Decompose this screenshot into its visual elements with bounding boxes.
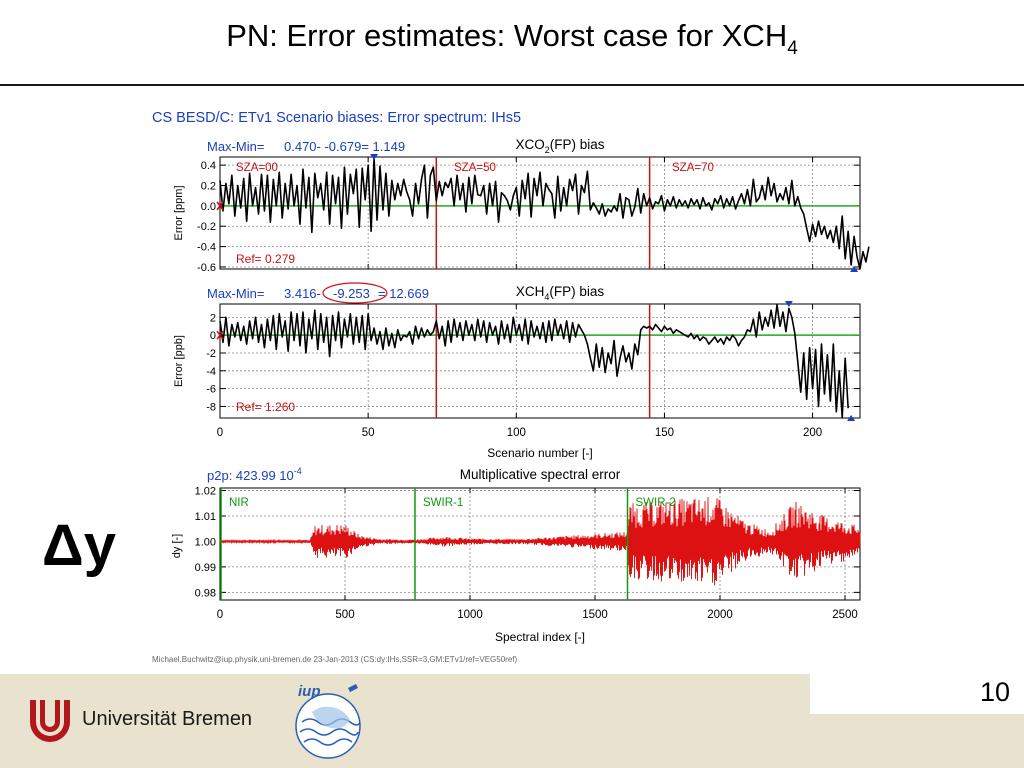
xco2-plot-frame: [219, 156, 861, 270]
xch4-extreme-markers: [216, 301, 856, 421]
xch4-ytick-label: -4: [206, 366, 216, 378]
xch4-maxmin-a: 3.416-: [284, 286, 321, 301]
xco2-ref-label: Ref= 0.279: [236, 252, 295, 266]
spectral-ytick-label: 1.01: [195, 511, 216, 523]
figure-header: CS BESD/C: ETv1 Scenario biases: Error s…: [152, 110, 521, 126]
spectral-xtick-label: 0: [217, 609, 223, 621]
xco2-maxmin-label: Max-Min=: [207, 139, 264, 154]
iup-logo-text: iup: [298, 683, 321, 700]
xco2-sza-label-1: SZA=00: [236, 162, 278, 174]
xch4-ytick-label: 2: [210, 312, 216, 324]
xch4-xtick-label: 100: [507, 427, 526, 439]
panel-xch4: Max-Min= 3.416- -9.253 = 12.669 XCH4(FP)…: [173, 282, 861, 460]
xco2-ytick-label: 0.0: [201, 201, 216, 213]
spectral-xtick-label: 2500: [832, 609, 858, 621]
spectral-xlabel: Spectral index [-]: [495, 630, 585, 644]
spectral-xtick-label: 1500: [582, 609, 608, 621]
xch4-xticks: 0 50 100 150 200: [217, 427, 822, 439]
xch4-min-highlight-ellipse: [322, 282, 388, 304]
xco2-min-marker: [850, 266, 859, 272]
xco2-left-marker: [216, 201, 224, 211]
xch4-title: XCH4(FP) bias: [516, 284, 605, 302]
spectral-ytick-label: 1.00: [195, 536, 216, 548]
spectral-xticks: 0 500 1000 1500 2000 2500: [217, 609, 858, 621]
xch4-ytick-label: 0: [210, 330, 216, 342]
xch4-xlabel: Scenario number [-]: [487, 446, 592, 460]
spectral-region-label: NIR: [229, 497, 249, 509]
xch4-plot-frame: [219, 303, 861, 419]
xch4-region-dividers: [435, 304, 651, 418]
xch4-yticks: -8 -6 -4 -2 0 2: [206, 312, 216, 413]
spectral-yticks: 0.98 0.99 1.00 1.01 1.02: [195, 486, 216, 600]
p2p-label: p2p: 423.99 10-4: [207, 466, 302, 483]
xch4-xtick-label: 50: [362, 427, 375, 439]
xch4-max-marker: [784, 301, 793, 307]
spectral-ylabel: dy [-]: [171, 534, 183, 558]
figure: CS BESD/C: ETv1 Scenario biases: Error s…: [152, 110, 870, 664]
spectral-ytick-label: 0.98: [195, 587, 216, 599]
university-logo-icon: [30, 700, 70, 742]
xch4-ylabel: Error [ppb]: [173, 335, 185, 387]
xco2-maxmin-values: 0.470- -0.679= 1.149: [284, 139, 405, 154]
xco2-extreme-markers: [216, 154, 859, 272]
xco2-title: XCO2(FP) bias: [515, 137, 604, 155]
slide-title: PN: Error estimates: Worst case for XCH4: [226, 18, 798, 59]
xco2-ytick-label: 0.2: [201, 181, 216, 193]
xco2-series-line: [219, 157, 870, 270]
xco2-sza-label-2: SZA=50: [454, 162, 496, 174]
xch4-maxmin-b: -9.253: [333, 286, 370, 301]
xch4-min-marker: [847, 415, 856, 421]
spectral-ytick-label: 1.02: [195, 486, 216, 498]
xco2-ytick-label: -0.2: [197, 221, 216, 233]
delta-y-label: Δy: [42, 513, 116, 578]
spectral-error-signal: [219, 496, 861, 586]
xch4-ytick-label: -6: [206, 384, 216, 396]
xch4-ytick-label: -2: [206, 348, 216, 360]
page-number: 10: [979, 677, 1010, 707]
spectral-region-markers: NIR SWIR-1 SWIR-2: [220, 488, 676, 600]
figure-credit: Michael.Buchwitz@iup.physik.uni-bremen.d…: [152, 655, 518, 664]
iup-logo-icon: iup: [295, 683, 361, 759]
xch4-left-marker: [216, 330, 224, 340]
spectral-title: Multiplicative spectral error: [460, 467, 621, 482]
spectral-xtick-label: 500: [335, 609, 354, 621]
xch4-maxmin-c: = 12.669: [378, 286, 429, 301]
spectral-ytick-label: 0.99: [195, 562, 216, 574]
xch4-xtick-label: 0: [217, 427, 223, 439]
xco2-ytick-label: -0.6: [197, 262, 216, 274]
xco2-ylabel: Error [ppm]: [173, 185, 185, 240]
xco2-ytick-label: -0.4: [197, 242, 216, 254]
spectral-error-line: [219, 496, 861, 586]
spectral-region-label: SWIR-1: [423, 497, 463, 509]
university-name: Universität Bremen: [82, 708, 253, 730]
xco2-region-dividers: [435, 157, 651, 269]
xch4-maxmin-label: Max-Min=: [207, 286, 264, 301]
title-divider: [0, 84, 1024, 86]
panel-xco2: Max-Min= 0.470- -0.679= 1.149 XCO2(FP) b…: [173, 137, 870, 274]
panel-spectral-error: p2p: 423.99 10-4 Multiplicative spectral…: [171, 466, 861, 644]
xco2-sza-label-3: SZA=70: [672, 162, 714, 174]
xch4-ytick-label: -8: [206, 401, 216, 413]
xco2-max-marker: [370, 154, 379, 160]
xch4-xtick-label: 150: [655, 427, 674, 439]
xch4-xtick-label: 200: [803, 427, 822, 439]
spectral-region-label: SWIR-2: [636, 497, 676, 509]
page-number-box: [810, 674, 1024, 714]
spectral-xtick-label: 2000: [707, 609, 733, 621]
xch4-ref-label: Ref= 1.260: [236, 400, 295, 414]
xch4-series-line: [219, 304, 849, 419]
spectral-xtick-label: 1000: [457, 609, 483, 621]
xco2-yticks: -0.6 -0.4 -0.2 0.0 0.2 0.4: [197, 160, 216, 274]
xco2-ytick-label: 0.4: [201, 160, 216, 172]
